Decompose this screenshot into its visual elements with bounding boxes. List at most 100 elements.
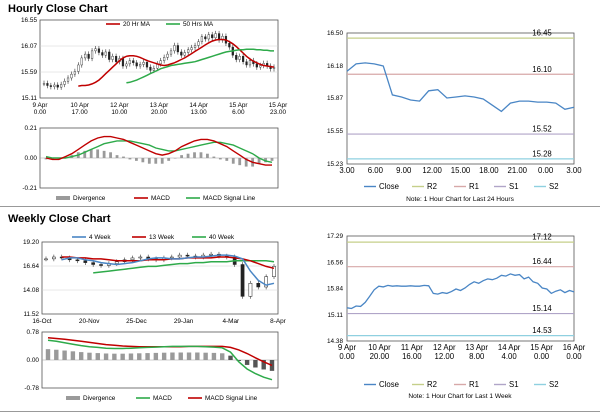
weekly-price-ytick: 14.08 bbox=[23, 287, 39, 294]
weekly-price-candle-body bbox=[138, 256, 143, 259]
weekly-price-ytick: 19.20 bbox=[23, 239, 39, 246]
weekly-levels-xtick-time: 0.00 bbox=[339, 352, 355, 361]
weekly-macd-legend-divergence: Divergence bbox=[83, 395, 116, 402]
weekly-divergence-bar bbox=[261, 360, 266, 370]
hourly-price-candle-body bbox=[183, 52, 186, 56]
weekly-levels-xtick-time: 16.00 bbox=[402, 352, 422, 361]
hourly-levels-level-label-s2: 15.28 bbox=[532, 149, 552, 158]
hourly-macd-legend-signal: MACD Signal Line bbox=[203, 195, 256, 202]
weekly-divergence-bar bbox=[103, 353, 109, 360]
hourly-price-candle-body bbox=[176, 45, 179, 53]
hourly-divergence-bar bbox=[141, 158, 145, 163]
hourly-divergence-bar bbox=[173, 158, 177, 159]
weekly-divergence-bar bbox=[195, 352, 200, 360]
hourly-price-candle-body bbox=[235, 55, 238, 60]
weekly-price-legend-13wk: 13 Week bbox=[149, 234, 175, 241]
hourly-price-candle-body bbox=[56, 84, 59, 88]
hourly-price-candle-body bbox=[259, 65, 262, 68]
hourly-divergence-bar bbox=[83, 150, 87, 158]
hourly-price-candle-body bbox=[169, 50, 173, 55]
weekly-levels-legend-s2: S2 bbox=[549, 380, 559, 389]
hourly-levels-ytick: 16.50 bbox=[327, 30, 343, 37]
hourly-divergence-bar bbox=[167, 158, 171, 161]
hourly-price-xtick-time: 17.00 bbox=[72, 109, 88, 116]
hourly-price-candle-body bbox=[73, 71, 76, 75]
weekly-4wk-line bbox=[61, 254, 275, 286]
hourly-macd-ytick: 0.21 bbox=[25, 125, 38, 132]
hourly-price-candle-body bbox=[87, 53, 90, 59]
hourly-price-candle-body bbox=[90, 50, 94, 59]
weekly-levels-xtick-date: 12 Apr bbox=[433, 343, 456, 352]
hourly-price-xtick-time: 6.00 bbox=[232, 109, 245, 116]
hourly-levels-xtick: 3.00 bbox=[566, 166, 582, 175]
hourly-price-candle-body bbox=[142, 62, 145, 65]
weekly-price-xtick: 8-Apr bbox=[270, 318, 286, 325]
weekly-price-candle-body bbox=[44, 258, 48, 261]
weekly-price-xtick: 25-Dec bbox=[126, 318, 147, 325]
weekly-divergence-bar bbox=[203, 352, 208, 360]
weekly-divergence-bar bbox=[269, 360, 275, 371]
weekly-price-xtick: 20-Nov bbox=[79, 318, 100, 325]
weekly-levels-frame bbox=[346, 235, 575, 342]
hourly-divergence-bar bbox=[238, 158, 242, 166]
hourly-divergence-bar bbox=[186, 153, 190, 158]
hourly-section-title: Hourly Close Chart bbox=[8, 3, 108, 15]
weekly-divergence-bar bbox=[220, 353, 225, 360]
weekly-price-candle-body bbox=[248, 283, 253, 297]
hourly-levels-xtick: 15.00 bbox=[451, 166, 471, 175]
hourly-price-candle-body bbox=[46, 83, 49, 86]
hourly-divergence-bar bbox=[135, 158, 138, 161]
weekly-13wk-line bbox=[61, 256, 275, 270]
hourly-divergence-bar bbox=[147, 158, 151, 164]
weekly-levels-legend-r1: R1 bbox=[469, 380, 479, 389]
hourly-levels-level-label-s1: 15.52 bbox=[532, 125, 552, 134]
weekly-price-candle-body bbox=[91, 262, 96, 265]
hourly-levels-ytick: 16.18 bbox=[327, 63, 343, 70]
hourly-price-candle-body bbox=[248, 60, 252, 66]
hourly-ma20-line bbox=[78, 38, 275, 87]
hourly-divergence-bar bbox=[257, 158, 261, 164]
weekly-levels-xtick-date: 10 Apr bbox=[368, 343, 391, 352]
hourly-price-ytick: 15.11 bbox=[21, 95, 37, 102]
hourly-macd-legend-macd: MACD bbox=[151, 195, 170, 202]
weekly-levels-legend-s1: S1 bbox=[509, 380, 519, 389]
bottom-rule bbox=[0, 411, 600, 412]
weekly-levels-xtick-date: 11 Apr bbox=[401, 343, 423, 352]
hourly-levels-xtick: 18.00 bbox=[479, 166, 499, 175]
hourly-price-legend-ma50: 50 Hrs MA bbox=[183, 21, 214, 28]
hourly-divergence-bar bbox=[109, 152, 112, 158]
weekly-macd-ytick: -0.78 bbox=[24, 385, 39, 392]
hourly-price-candle-body bbox=[49, 85, 52, 87]
hourly-price-candle-body bbox=[193, 45, 197, 48]
weekly-price-candle-body bbox=[99, 264, 103, 266]
hourly-price-candle-body bbox=[173, 45, 176, 52]
hourly-levels-level-label-r1: 16.10 bbox=[532, 65, 552, 74]
hourly-divergence-bar bbox=[122, 156, 125, 158]
weekly-price-xtick: 16-Oct bbox=[32, 318, 51, 325]
weekly-price-candle-body bbox=[169, 256, 174, 259]
weekly-price-candle-body bbox=[185, 254, 190, 257]
hourly-levels-xtick: 6.00 bbox=[368, 166, 384, 175]
hourly-levels-ytick: 15.55 bbox=[327, 128, 343, 135]
weekly-divergence-bar bbox=[137, 353, 142, 360]
weekly-macd-line bbox=[47, 339, 273, 381]
hourly-divergence-bar bbox=[96, 149, 100, 158]
hourly-levels-xtick: 3.00 bbox=[339, 166, 355, 175]
weekly-levels-xtick-date: 13 Apr bbox=[465, 343, 488, 352]
weekly-price-ytick: 16.64 bbox=[23, 263, 39, 270]
weekly-levels-level-label-s2: 14.53 bbox=[532, 326, 552, 335]
weekly-levels-xtick-date: 14 Apr bbox=[498, 343, 521, 352]
weekly-levels-ytick: 14.38 bbox=[327, 338, 343, 345]
hourly-price-candle-body bbox=[135, 62, 138, 67]
weekly-divergence-bar bbox=[128, 353, 134, 360]
weekly-levels-xtick-time: 0.00 bbox=[534, 352, 550, 361]
hourly-macd-legend-divergence: Divergence bbox=[73, 195, 106, 202]
weekly-levels-xtick-time: 0.00 bbox=[566, 352, 582, 361]
hourly-price-candle-body bbox=[163, 57, 166, 61]
hourly-price-candle-body bbox=[63, 81, 66, 85]
hourly-divergence-bar bbox=[212, 156, 216, 158]
hourly-levels-close-line bbox=[346, 62, 575, 113]
hourly-divergence-bar bbox=[218, 158, 222, 160]
weekly-levels-legend-r2: R2 bbox=[427, 380, 437, 389]
